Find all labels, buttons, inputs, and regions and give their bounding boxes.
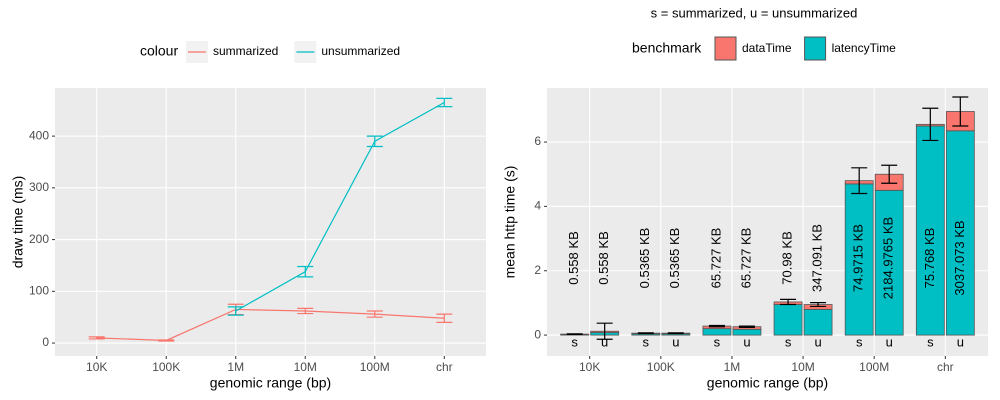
y-axis-title: draw time (ms) [10,176,26,269]
subgroup-label: s [785,334,792,349]
x-tick-label: 100K [152,360,180,374]
legend-key [804,36,827,61]
legend-label: summarized [213,44,278,58]
x-tick-label: 100K [647,360,675,374]
panel [547,88,988,356]
error-bar [158,339,175,342]
y-tick-label: 0 [534,327,541,341]
x-axis-title: genomic range (bp) [707,375,828,391]
x-tick-label: 10K [86,360,107,374]
error-bar [738,325,755,328]
y-tick-label: 0 [42,335,49,349]
bar-segment [803,308,833,336]
error-bar [708,324,725,328]
subgroup-label: s [714,334,721,349]
x-tick-label: 1M [227,360,244,374]
subgroup-label: u [601,334,608,349]
error-bar [922,107,939,142]
legend-title: benchmark [632,40,702,56]
subtitle: s = summarized, u = unsummarized [651,5,858,20]
bar-segment [773,304,803,336]
error-bar [566,333,583,336]
error-bar [952,96,969,127]
error-bar [851,167,868,195]
value-label: 0.5365 KB [667,228,682,289]
y-tick-label: 4 [534,199,541,213]
x-tick-label: 10K [579,360,600,374]
subgroup-label: u [743,334,750,349]
series-line [96,308,445,342]
value-label: 70.98 KB [780,231,795,285]
x-tick-label: chr [436,360,453,374]
error-bar [667,332,684,335]
x-tick-label: 100M [360,360,390,374]
error-bar [366,310,383,318]
error-bar [88,336,105,340]
error-bar [810,301,827,308]
error-bar [366,135,383,148]
x-tick-label: 10M [294,360,317,374]
y-tick-label: 6 [534,134,541,148]
subgroup-label: u [814,334,821,349]
value-label: 65.727 KB [708,228,723,289]
legend-key [714,36,737,61]
subgroup-label: u [672,334,679,349]
value-label: 0.558 KB [596,231,611,285]
legend-label: unsummarized [321,44,400,58]
series-line [235,101,445,312]
y-tick-label: 100 [29,284,49,298]
subgroup-label: s [571,334,578,349]
error-bar [227,306,244,316]
legend-label: dataTime [742,41,792,55]
subgroup-label: u [886,334,893,349]
value-label: 347.091 KB [810,224,825,292]
value-label: 2184.9765 KB [881,217,896,299]
error-bar [780,298,797,306]
bar-segment [945,130,975,336]
error-bar [297,265,314,278]
subgroup-label: s [856,334,863,349]
subgroup-label: s [927,334,934,349]
value-label: 3037.073 KB [952,220,967,295]
x-axis-title: genomic range (bp) [210,375,331,391]
value-label: 74.9715 KB [851,224,866,292]
y-axis-title: mean http time (s) [502,166,518,279]
y-tick-label: 300 [29,180,49,194]
x-tick-label: chr [937,360,954,374]
subgroup-label: u [957,334,964,349]
y-tick-label: 200 [29,232,49,246]
subgroup-label: s [643,334,650,349]
value-label: 0.5365 KB [637,228,652,289]
y-tick-label: 2 [534,263,541,277]
bar-segment [844,183,874,336]
error-bar [596,322,613,340]
y-tick-label: 400 [29,128,49,142]
x-tick-label: 1M [724,360,741,374]
error-bar [436,97,453,108]
value-label: 75.768 KB [922,228,937,289]
bar-segment [874,189,904,336]
error-bar [637,332,654,335]
legend-label: latencyTime [832,41,897,55]
panel [55,88,486,356]
bar-segment [915,125,945,336]
error-bar [297,307,314,315]
value-label: 0.558 KB [566,231,581,285]
legend-title: colour [140,43,178,59]
x-tick-label: 100M [859,360,889,374]
error-bar [881,164,898,184]
x-tick-label: 10M [791,360,814,374]
error-bar [436,313,453,323]
value-label: 65.727 KB [738,228,753,289]
